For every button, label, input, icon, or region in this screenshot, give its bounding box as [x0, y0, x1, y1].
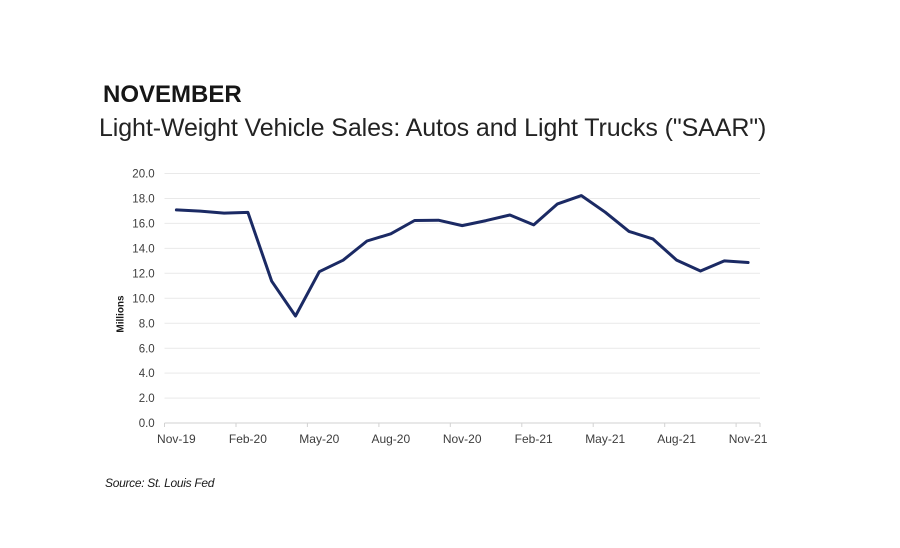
svg-text:2.0: 2.0 [139, 393, 155, 405]
svg-text:Nov-21: Nov-21 [729, 432, 768, 446]
svg-text:4.0: 4.0 [139, 368, 155, 380]
svg-text:12.0: 12.0 [132, 268, 154, 280]
svg-text:0.0: 0.0 [139, 418, 155, 430]
svg-text:May-20: May-20 [299, 432, 339, 446]
svg-text:16.0: 16.0 [132, 219, 154, 231]
svg-text:Aug-20: Aug-20 [371, 432, 410, 446]
svg-text:Millions: Millions [116, 295, 127, 333]
svg-text:8.0: 8.0 [139, 318, 155, 330]
svg-text:Nov-19: Nov-19 [157, 432, 196, 446]
svg-text:Feb-21: Feb-21 [515, 432, 553, 446]
svg-text:Feb-20: Feb-20 [229, 432, 267, 446]
svg-text:18.0: 18.0 [132, 194, 154, 206]
svg-text:6.0: 6.0 [139, 343, 155, 355]
svg-text:10.0: 10.0 [132, 293, 154, 305]
svg-text:Nov-20: Nov-20 [443, 432, 482, 446]
svg-text:14.0: 14.0 [132, 244, 154, 256]
svg-text:May-21: May-21 [585, 432, 625, 446]
svg-text:Aug-21: Aug-21 [657, 432, 696, 446]
svg-text:20.0: 20.0 [132, 169, 154, 181]
